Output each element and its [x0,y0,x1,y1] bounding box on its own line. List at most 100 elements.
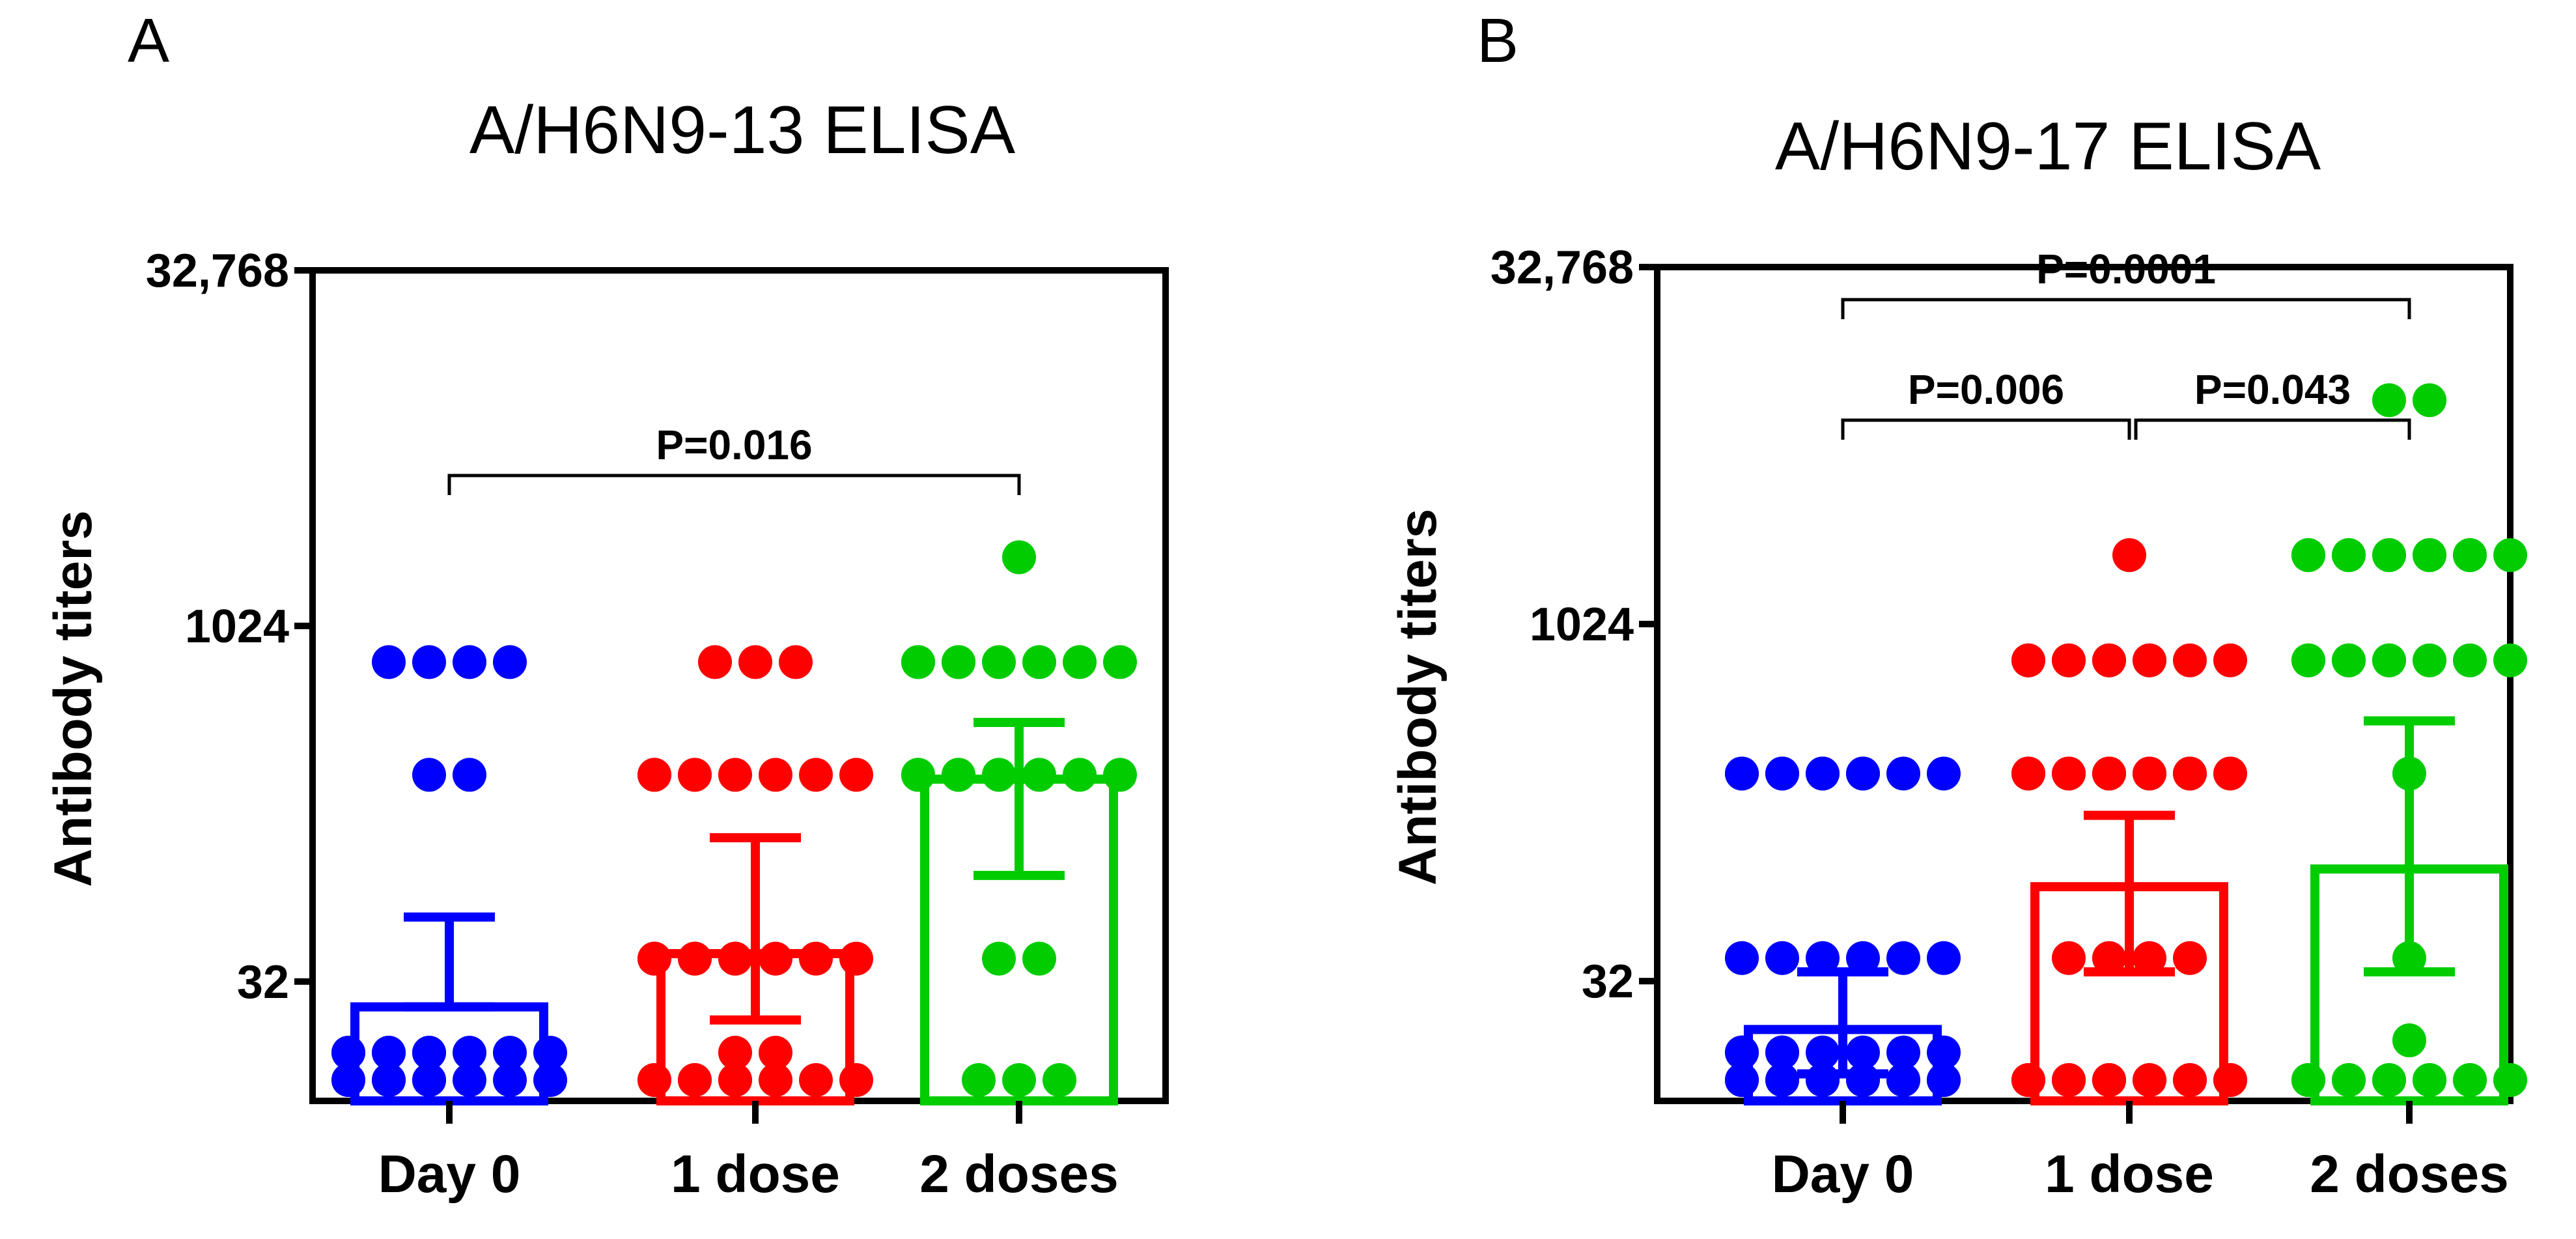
y-tick-label: 32 [237,956,289,1008]
data-point [2052,643,2086,677]
data-point [1927,1063,1961,1097]
data-point [2291,538,2325,573]
data-point [1927,941,1961,975]
data-point [962,1063,996,1097]
data-point [2052,756,2086,791]
significance-bracket [2134,418,2411,440]
data-point [1806,941,1840,975]
data-point [2413,538,2446,573]
x-tick-label: 1 dose [2045,1145,2214,1204]
data-point [1725,1063,1759,1097]
data-point [2092,756,2126,791]
data-point [1886,1063,1920,1097]
data-point [533,1035,567,1070]
data-point [839,758,873,792]
data-point [372,1035,406,1070]
y-tick-label: 32,768 [146,245,289,297]
data-point [982,941,1016,976]
data-point [2092,941,2126,975]
data-point [678,941,712,976]
data-point [759,941,792,976]
data-point [2372,538,2406,573]
data-point [759,758,792,792]
data-point [2213,1063,2247,1097]
data-point [942,645,975,679]
panel-letter: A [128,6,169,76]
data-point [738,645,772,679]
data-point [533,1063,567,1097]
data-point [637,758,671,792]
data-point [412,1063,446,1097]
data-point [1806,756,1840,791]
y-tick-label: 32 [1582,956,1634,1008]
data-point [942,758,975,792]
data-point [901,645,935,679]
chart-panel-b: B A/H6N9-17 ELISA 32 1024 32,768 Antibody tit… [1388,6,2527,1204]
data-point [2372,1063,2406,1097]
data-point [1002,540,1036,575]
plot-frame [309,267,1169,1104]
data-point [637,941,671,976]
data-point [2453,538,2487,573]
chart-title: A/H6N9-13 ELISA [469,93,1016,168]
data-point [1063,645,1097,679]
data-point [2453,643,2487,677]
significance-bracket [1841,298,2411,319]
data-point [1725,941,1759,975]
data-point [493,645,527,679]
data-point [982,645,1016,679]
x-tick-label: 2 doses [2310,1145,2508,1204]
data-point [2173,643,2207,677]
panel-letter: B [1477,6,1519,76]
data-point [2213,643,2247,677]
data-point [678,1063,712,1097]
p-value-label: P=0.0001 [2036,246,2216,292]
significance-bracket [447,474,1021,495]
data-point [1002,1063,1036,1097]
data-point [637,1063,671,1097]
data-point [1063,758,1097,792]
data-point [331,1063,365,1097]
data-point [493,1063,527,1097]
data-point [1022,941,1056,976]
data-point [799,758,833,792]
p-value-label: P=0.016 [656,421,812,468]
data-point [718,941,752,976]
data-point [2133,941,2166,975]
data-point [1103,758,1137,792]
y-tick-label: 32,768 [1491,242,1634,294]
data-point [2453,1063,2487,1097]
data-point [1886,1035,1920,1070]
data-point [2133,756,2166,791]
data-point [1103,645,1137,679]
data-point [453,758,486,792]
data-point [678,758,712,792]
data-point [2011,643,2045,677]
data-point [1846,756,1880,791]
data-point [412,1035,446,1070]
data-point [2413,383,2446,418]
p-value-label: P=0.043 [2194,366,2351,413]
data-point [759,1063,792,1097]
data-point [1725,1035,1759,1070]
data-point [2372,643,2406,677]
data-point [1765,941,1799,975]
data-point [982,758,1016,792]
data-point [2332,538,2366,573]
data-point [412,758,446,792]
data-point [1765,1063,1799,1097]
data-point [2173,941,2207,975]
data-point [1846,941,1880,975]
significance-bracket [1841,418,2131,440]
y-axis-label: Antibody titers [1388,509,1448,886]
data-point [901,758,935,792]
data-point [2493,643,2527,677]
p-value-label: P=0.006 [1908,366,2064,413]
data-point [1886,756,1920,791]
data-point [839,941,873,976]
y-tick-label: 1024 [1530,599,1634,651]
data-point [2493,1063,2527,1097]
chart-title: A/H6N9-17 ELISA [1775,109,2321,184]
data-point [1927,1035,1961,1070]
data-point [2413,1063,2446,1097]
